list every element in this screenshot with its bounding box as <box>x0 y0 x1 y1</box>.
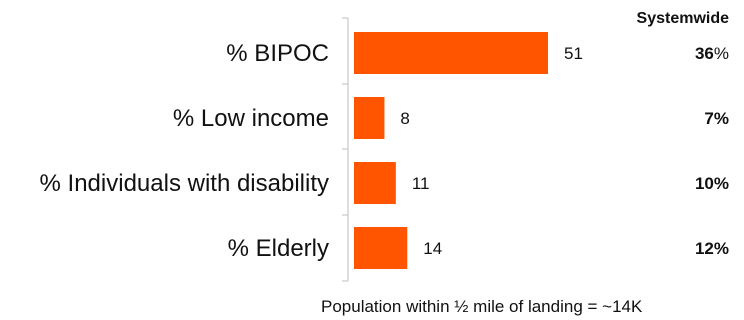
category-label: % Individuals with disability <box>40 170 329 197</box>
data-label: 51 <box>564 44 583 63</box>
systemwide-header: Systemwide <box>637 10 730 27</box>
systemwide-value: 7% <box>704 109 729 128</box>
bar <box>354 162 396 204</box>
bar <box>354 97 385 139</box>
category-label: % Low income <box>173 105 329 132</box>
data-label: 8 <box>400 109 409 128</box>
footnote: Population within ½ mile of landing = ~1… <box>321 297 643 316</box>
data-label: 11 <box>412 174 430 193</box>
data-label: 14 <box>423 239 442 258</box>
systemwide-value: 10% <box>695 174 729 193</box>
category-label: % BIPOC <box>226 40 329 67</box>
bar <box>354 227 408 269</box>
systemwide-value: 12% <box>695 239 729 258</box>
systemwide-value: 36% <box>695 44 729 63</box>
category-label: % Elderly <box>228 235 329 262</box>
bar <box>354 32 548 74</box>
